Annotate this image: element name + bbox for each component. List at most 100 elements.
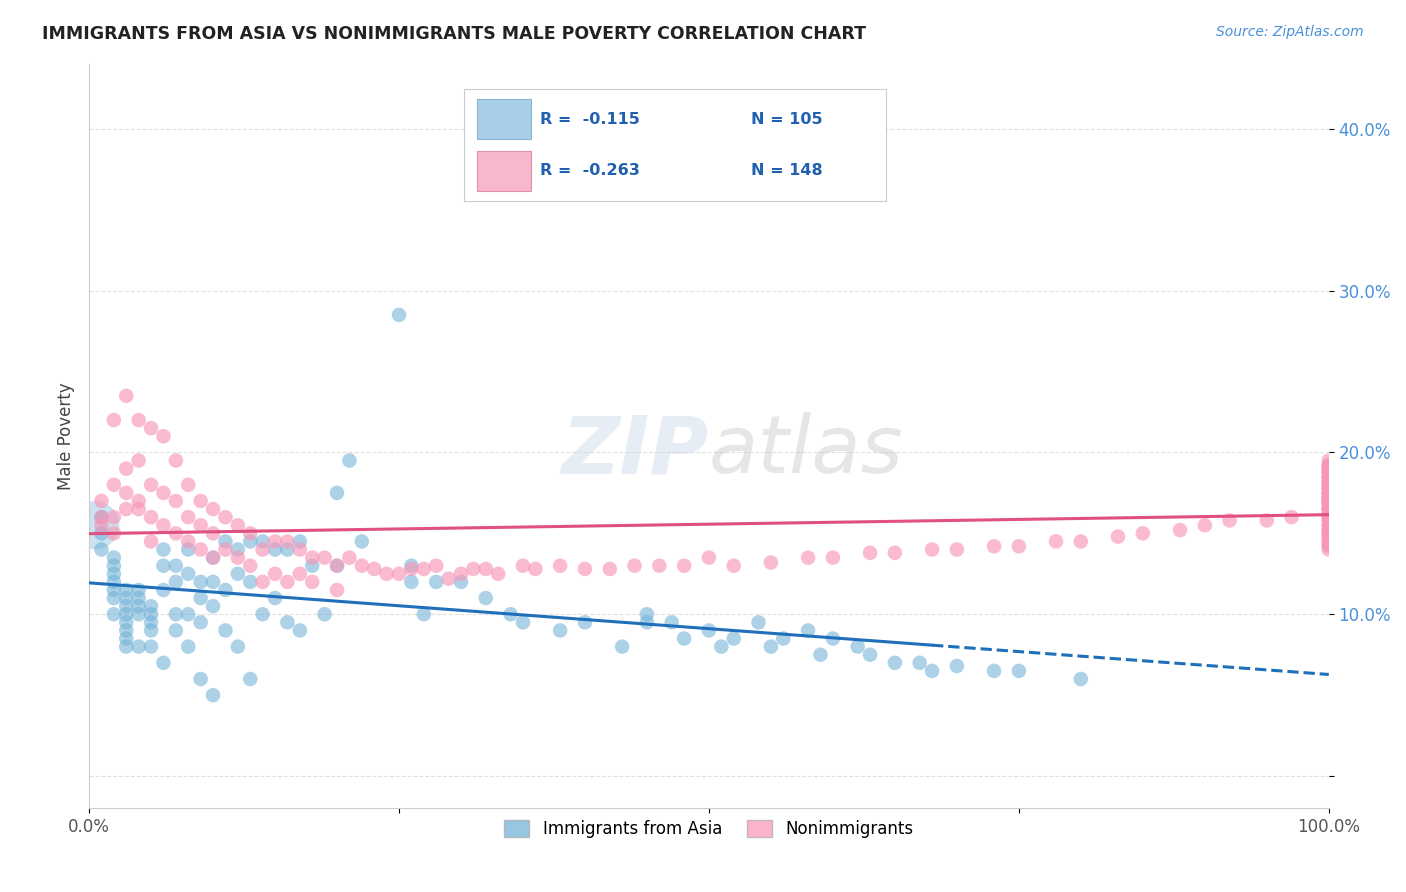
Point <box>165 453 187 467</box>
Point <box>412 607 434 622</box>
Point <box>252 542 274 557</box>
Legend: Immigrants from Asia, Nonimmigrants: Immigrants from Asia, Nonimmigrants <box>498 814 920 845</box>
Point <box>276 574 298 589</box>
Point <box>1219 513 1241 527</box>
Point <box>697 550 720 565</box>
Point <box>883 546 905 560</box>
Point <box>388 308 411 322</box>
Point <box>401 562 423 576</box>
Point <box>810 648 832 662</box>
Point <box>1317 481 1340 495</box>
Point <box>301 574 323 589</box>
Point <box>1317 458 1340 473</box>
Point <box>103 558 125 573</box>
Point <box>202 526 225 541</box>
Point <box>103 574 125 589</box>
Point <box>214 510 236 524</box>
Point <box>103 550 125 565</box>
Point <box>1317 507 1340 521</box>
Point <box>1070 534 1092 549</box>
Point <box>139 477 162 491</box>
Point <box>548 624 571 638</box>
Point <box>475 562 498 576</box>
Point <box>1317 469 1340 483</box>
Point <box>128 640 150 654</box>
Point <box>90 494 112 508</box>
Point <box>425 558 447 573</box>
Point <box>450 566 472 581</box>
Point <box>115 624 138 638</box>
Point <box>264 566 287 581</box>
Point <box>1317 475 1340 489</box>
Point <box>1317 539 1340 553</box>
Point <box>375 566 398 581</box>
Point <box>797 624 820 638</box>
Point <box>1317 497 1340 511</box>
Text: R =  -0.115: R = -0.115 <box>540 112 640 127</box>
Point <box>264 534 287 549</box>
Point <box>486 566 509 581</box>
Point <box>1317 477 1340 491</box>
Point <box>475 591 498 605</box>
Point <box>226 542 249 557</box>
FancyBboxPatch shape <box>477 99 531 139</box>
Point <box>177 640 200 654</box>
Point <box>599 562 621 576</box>
Point <box>139 599 162 614</box>
Point <box>202 550 225 565</box>
Point <box>1317 461 1340 475</box>
Point <box>1317 526 1340 541</box>
Point <box>177 607 200 622</box>
Point <box>128 599 150 614</box>
Point <box>425 574 447 589</box>
Point <box>326 558 349 573</box>
Point <box>103 413 125 427</box>
Point <box>115 461 138 475</box>
Point <box>1317 486 1340 500</box>
Point <box>548 558 571 573</box>
Point <box>90 510 112 524</box>
Point <box>202 502 225 516</box>
Point <box>697 624 720 638</box>
Point <box>139 607 162 622</box>
Point <box>314 550 336 565</box>
Point <box>363 562 385 576</box>
Point <box>139 615 162 630</box>
Point <box>190 672 212 686</box>
Point <box>437 572 460 586</box>
Point <box>1317 469 1340 483</box>
Point <box>239 534 262 549</box>
Point <box>214 542 236 557</box>
Text: N = 148: N = 148 <box>751 163 823 178</box>
Point <box>859 648 882 662</box>
Point <box>202 688 225 702</box>
Point <box>128 502 150 516</box>
Point <box>1317 502 1340 516</box>
Point <box>1317 507 1340 521</box>
Point <box>264 542 287 557</box>
Point <box>1317 494 1340 508</box>
Point <box>401 574 423 589</box>
Point <box>165 607 187 622</box>
Point <box>1008 664 1031 678</box>
Point <box>723 558 745 573</box>
Point <box>214 582 236 597</box>
Point <box>388 566 411 581</box>
Point <box>450 574 472 589</box>
Point <box>115 389 138 403</box>
Point <box>165 574 187 589</box>
Point <box>412 562 434 576</box>
Point <box>301 550 323 565</box>
Point <box>499 607 522 622</box>
Point <box>252 574 274 589</box>
Point <box>921 542 943 557</box>
Point <box>165 526 187 541</box>
Point <box>84 518 107 533</box>
Point <box>946 542 969 557</box>
Point <box>1317 502 1340 516</box>
Point <box>226 550 249 565</box>
Point <box>1317 510 1340 524</box>
Point <box>90 510 112 524</box>
Point <box>1194 518 1216 533</box>
Point <box>239 574 262 589</box>
